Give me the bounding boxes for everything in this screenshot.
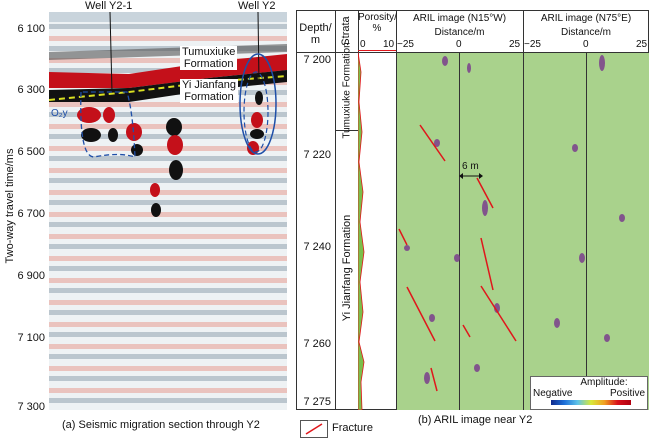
center-line <box>459 53 460 410</box>
porosity-curve <box>358 52 365 410</box>
amplitude-negative: Negative <box>533 388 573 399</box>
y-tick: 6 900 <box>17 270 45 282</box>
depth-tick: 7 240 <box>303 241 331 253</box>
porosity-tick: 0 <box>360 39 366 50</box>
formation-label-yijianfang: Yi Jianfang Formation <box>180 79 239 103</box>
y-tick: 6 700 <box>17 208 45 220</box>
spacing-label: 6 m <box>462 161 479 172</box>
header-text: Porosity/ <box>358 12 397 23</box>
formation-text: Formation <box>184 91 234 103</box>
caption-a: (a) Seismic migration section through Y2 <box>62 419 260 431</box>
header-text: Depth/ <box>299 22 332 34</box>
amplitude-title: Amplitude: <box>580 377 628 388</box>
aril2-title: ARIL image (N75°E) <box>540 13 632 24</box>
header-divider <box>296 52 649 53</box>
header-text: m <box>310 34 321 46</box>
fracture-line <box>406 286 436 342</box>
depth-tick: 7 200 <box>303 54 331 66</box>
formation-text: Formation <box>183 58 234 70</box>
distance-tick: −25 <box>524 39 541 50</box>
fracture-line <box>480 285 517 342</box>
y-axis-title: Two-way travel time/ms <box>4 148 16 264</box>
strata-boundary <box>335 130 358 131</box>
fracture-legend-swatch <box>300 420 328 438</box>
distance-tick: 0 <box>583 39 589 50</box>
fracture-line <box>398 228 408 246</box>
well-label-y2-1: Well Y2-1 <box>85 0 133 12</box>
aril-anomalies <box>404 55 625 384</box>
center-line <box>586 53 587 410</box>
fracture-legend-label: Fracture <box>332 422 373 434</box>
distance-tick: 25 <box>636 39 648 50</box>
fracture-line <box>462 324 471 338</box>
spacing-arrow-icon <box>459 173 483 179</box>
distance-tick: −25 <box>397 39 414 50</box>
fracture-line <box>419 124 446 162</box>
depth-tick: 7 220 <box>303 149 331 161</box>
seismic-section <box>49 12 287 410</box>
distance-tick: 0 <box>456 39 462 50</box>
y-tick: 7 300 <box>17 401 45 413</box>
porosity-header: Porosity/ % <box>358 12 397 34</box>
fracture-line <box>430 367 438 392</box>
col-divider <box>523 10 524 410</box>
caption-b: (b) ARIL image near Y2 <box>418 414 533 426</box>
depth-header: Depth/ m <box>296 22 335 46</box>
col-divider <box>335 10 336 410</box>
formation-text: Tumuxiuke <box>182 46 236 58</box>
header-text: % <box>372 23 382 34</box>
strata-tumuxiuke: Tumuxiuke Formation <box>341 42 353 139</box>
col-divider <box>396 10 397 410</box>
strata-yijianfang: Yi Jianfang Formation <box>341 214 353 322</box>
fracture-line <box>480 237 494 291</box>
depth-tick: 7 260 <box>303 338 331 350</box>
porosity-tick: 10 <box>383 39 395 50</box>
formation-label-tumuxiuke: Tumuxiuke Formation <box>180 46 238 70</box>
amplitude-legend: Amplitude: Negative Positive <box>530 376 648 410</box>
formation-text: Yi Jianfang <box>182 79 237 91</box>
y-tick: 6 500 <box>17 146 45 158</box>
well-label-y2: Well Y2 <box>238 0 276 12</box>
y-tick: 6 300 <box>17 84 45 96</box>
depth-tick: 7 275 <box>303 396 331 408</box>
aril2-distance-label: Distance/m <box>560 27 611 38</box>
amplitude-positive: Positive <box>609 388 645 399</box>
distance-tick: 25 <box>509 39 521 50</box>
unit-label-o2y: O₂y <box>51 108 68 119</box>
y-tick: 6 100 <box>17 23 45 35</box>
aril-image-n15w <box>397 53 523 410</box>
aril1-distance-label: Distance/m <box>434 27 485 38</box>
fracture-lines <box>398 124 517 392</box>
fracture-line-icon <box>305 423 323 435</box>
amplitude-colorbar <box>551 400 631 405</box>
y-tick: 7 100 <box>17 332 45 344</box>
porosity-axis <box>358 50 396 51</box>
fracture-line <box>476 177 494 209</box>
aril1-title: ARIL image (N15°W) <box>412 13 507 24</box>
